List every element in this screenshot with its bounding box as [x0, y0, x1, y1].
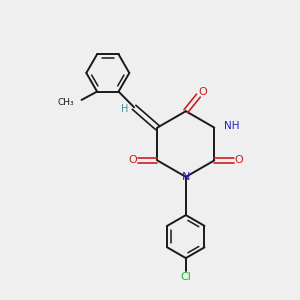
- Text: O: O: [199, 87, 207, 97]
- Text: NH: NH: [224, 121, 239, 131]
- Text: N: N: [182, 172, 190, 182]
- Text: CH₃: CH₃: [57, 98, 74, 107]
- Text: H: H: [121, 104, 129, 114]
- Text: Cl: Cl: [180, 272, 191, 282]
- Text: O: O: [128, 155, 137, 166]
- Text: O: O: [235, 155, 243, 166]
